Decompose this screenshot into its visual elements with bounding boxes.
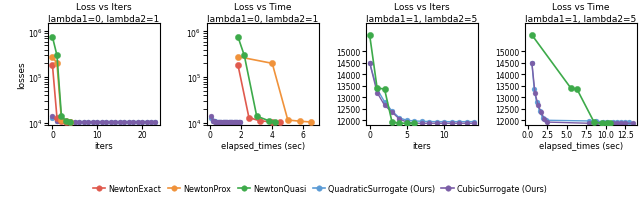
X-axis label: elapsed_times (sec): elapsed_times (sec) (221, 141, 305, 150)
Y-axis label: losses: losses (17, 61, 26, 88)
Title: Loss vs Time
lambda1=0, lambda2=1: Loss vs Time lambda1=0, lambda2=1 (207, 3, 319, 23)
X-axis label: iters: iters (413, 141, 431, 150)
Title: Loss vs Iters
lambda1=1, lambda2=5: Loss vs Iters lambda1=1, lambda2=5 (366, 3, 477, 23)
Title: Loss vs Time
lambda1=1, lambda2=5: Loss vs Time lambda1=1, lambda2=5 (525, 3, 636, 23)
X-axis label: iters: iters (95, 141, 113, 150)
X-axis label: elapsed_times (sec): elapsed_times (sec) (539, 141, 623, 150)
Legend: NewtonExact, NewtonProx, NewtonQuasi, QuadraticSurrogate (Ours), CubicSurrogate : NewtonExact, NewtonProx, NewtonQuasi, Qu… (90, 181, 550, 196)
Title: Loss vs Iters
lambda1=0, lambda2=1: Loss vs Iters lambda1=0, lambda2=1 (49, 3, 159, 23)
